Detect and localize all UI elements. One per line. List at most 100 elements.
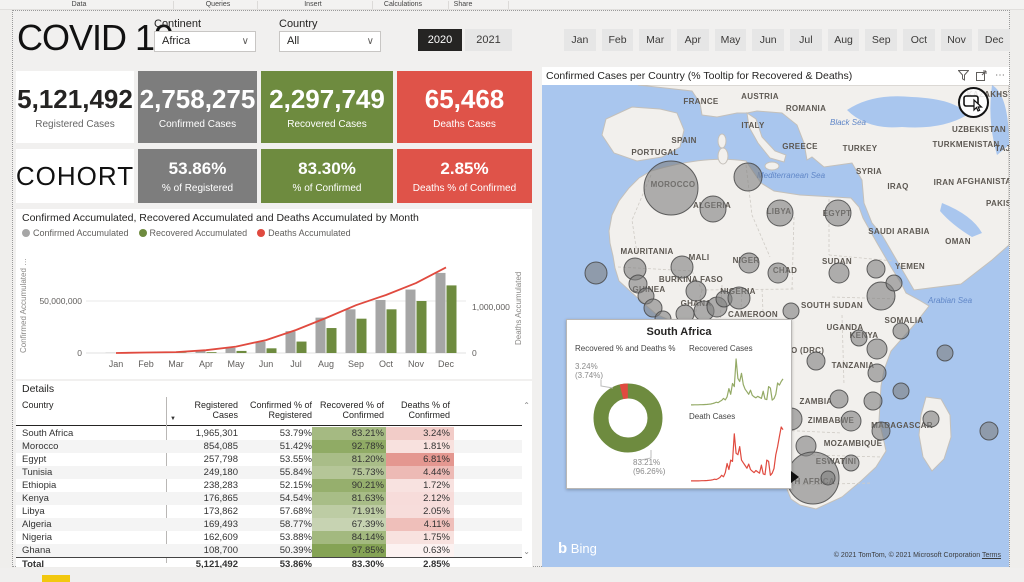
- scroll-down-icon[interactable]: ⌄: [523, 547, 530, 556]
- country-bubble[interactable]: [782, 302, 800, 320]
- table-row[interactable]: South Africa 1,965,301 53.79% 83.21% 3.24%: [16, 427, 522, 440]
- country-bubble[interactable]: [979, 421, 999, 441]
- kpi-card-recovered-cases[interactable]: 2,297,749 Recovered Cases: [261, 71, 393, 143]
- continent-value: Africa: [162, 35, 191, 47]
- country-bubble[interactable]: [699, 195, 727, 223]
- country-bubble[interactable]: [733, 162, 763, 192]
- country-bubble[interactable]: [866, 259, 886, 279]
- month-button-may[interactable]: May: [714, 29, 747, 51]
- country-bubble[interactable]: [829, 389, 849, 409]
- column-header-recovered-of-confirmed[interactable]: Recovered % of Confirmed: [319, 400, 384, 420]
- country-bubble[interactable]: [850, 329, 868, 347]
- ribbon-tab-share[interactable]: Share: [453, 1, 473, 8]
- kpi-card-confirmed-cases[interactable]: 2,758,275 Confirmed Cases: [138, 71, 257, 143]
- country-bubble[interactable]: [866, 338, 888, 360]
- column-header-registered-cases[interactable]: Registered Cases: [194, 400, 238, 420]
- legend-item[interactable]: Deaths Accumulated: [257, 228, 351, 238]
- table-row[interactable]: Kenya 176,865 54.54% 81.63% 2.12%: [16, 492, 522, 505]
- combo-chart[interactable]: Jan Feb Mar Apr May Jun Jul Aug Sep Oct Nov Dec 50,0…: [16, 241, 532, 379]
- table-total-row[interactable]: Total 5,121,492 53.86% 83.30% 2.85%: [16, 557, 522, 570]
- kpi-card--of-registered[interactable]: 53.86% % of Registered: [138, 149, 257, 203]
- svg-text:Confirmed Accumulated …: Confirmed Accumulated …: [19, 258, 28, 353]
- month-button-jul[interactable]: Jul: [790, 29, 822, 51]
- country-bubble[interactable]: [824, 199, 852, 227]
- month-button-sep[interactable]: Sep: [865, 29, 898, 51]
- ribbon-tab-data[interactable]: Data: [71, 1, 87, 8]
- table-row[interactable]: Morocco 854,085 51.42% 92.78% 1.81%: [16, 440, 522, 453]
- map-tooltip-south-africa: South Africa Recovered % and Deaths % Re…: [566, 319, 799, 489]
- year-button-2020[interactable]: 2020: [418, 29, 462, 51]
- country-bubble[interactable]: [936, 344, 954, 362]
- month-button-jan[interactable]: Jan: [564, 29, 596, 51]
- country-bubble[interactable]: [738, 252, 760, 274]
- country-bubble[interactable]: [670, 255, 694, 279]
- month-button-dec[interactable]: Dec: [978, 29, 1011, 51]
- ribbon-tab-calculations[interactable]: Calculations: [383, 1, 423, 8]
- terms-link[interactable]: Terms: [981, 552, 1001, 559]
- svg-text:CONGO (DRC): CONGO (DRC): [766, 346, 824, 355]
- continent-dropdown[interactable]: Africa ∨: [154, 31, 256, 52]
- country-bubble[interactable]: [685, 280, 707, 302]
- month-button-aug[interactable]: Aug: [827, 29, 860, 51]
- country-bubble[interactable]: [892, 382, 910, 400]
- country-bubble[interactable]: [840, 410, 862, 432]
- year-button-2021[interactable]: 2021: [465, 29, 512, 51]
- sort-descending-icon[interactable]: ▼: [170, 416, 176, 422]
- month-button-jun[interactable]: Jun: [752, 29, 785, 51]
- column-header-country[interactable]: Country: [22, 400, 54, 410]
- month-button-feb[interactable]: Feb: [601, 29, 634, 51]
- kpi-card--of-confirmed[interactable]: 83.30% % of Confirmed: [261, 149, 393, 203]
- kpi-card-deaths-of-confirmed[interactable]: 2.85% Deaths % of Confirmed: [397, 149, 532, 203]
- svg-text:PORTUGAL: PORTUGAL: [631, 148, 678, 157]
- kpi-card-deaths-cases[interactable]: 65,468 Deaths Cases: [397, 71, 532, 143]
- country-bubble[interactable]: [892, 322, 910, 340]
- focus-mode-icon[interactable]: [976, 70, 987, 81]
- month-button-apr[interactable]: Apr: [677, 29, 709, 51]
- country-bubble[interactable]: [727, 286, 751, 310]
- table-row[interactable]: Algeria 169,493 58.77% 67.39% 4.11%: [16, 518, 522, 531]
- month-button-oct[interactable]: Oct: [903, 29, 935, 51]
- scroll-up-icon[interactable]: ⌃: [523, 401, 530, 410]
- country-bubble[interactable]: [922, 410, 940, 428]
- country-bubble[interactable]: [871, 421, 891, 441]
- country-bubble[interactable]: [806, 351, 826, 371]
- kpi-value: COHORT: [15, 160, 135, 191]
- ribbon-tab-insert[interactable]: Insert: [304, 1, 322, 8]
- table-row[interactable]: Egypt 257,798 53.55% 81.20% 6.81%: [16, 453, 522, 466]
- table-row[interactable]: Ethiopia 238,283 52.15% 90.21% 1.72%: [16, 479, 522, 492]
- country-bubble[interactable]: [863, 391, 883, 411]
- month-button-nov[interactable]: Nov: [940, 29, 973, 51]
- table-row[interactable]: Libya 173,862 57.68% 71.91% 2.05%: [16, 505, 522, 518]
- ribbon-tab-queries[interactable]: Queries: [205, 1, 231, 8]
- cell: 238,283: [203, 480, 238, 491]
- svg-text:Oct: Oct: [379, 359, 394, 369]
- table-row[interactable]: Tunisia 249,180 55.84% 75.73% 4.44%: [16, 466, 522, 479]
- country-bubble[interactable]: [584, 261, 608, 285]
- column-header-confirmed-of-registered[interactable]: Confirmed % of Registered: [249, 400, 312, 420]
- country-bubble[interactable]: [643, 298, 663, 318]
- month-slicer: Jan Feb Mar Apr May Jun Jul Aug Sep Oct Nov Dec: [564, 29, 1011, 51]
- country-bubble[interactable]: [767, 262, 789, 284]
- svg-text:MADAGASCAR: MADAGASCAR: [871, 421, 933, 430]
- country-bubble[interactable]: [828, 262, 850, 284]
- country-dropdown[interactable]: All ∨: [279, 31, 381, 52]
- country-bubble[interactable]: [885, 274, 903, 292]
- country-bubble[interactable]: [867, 363, 887, 383]
- kpi-card-registered-cases[interactable]: 5,121,492 Registered Cases: [16, 71, 134, 143]
- country-bubble[interactable]: [643, 160, 699, 216]
- more-options-icon[interactable]: ⋯: [995, 70, 1005, 81]
- column-header-deaths-of-confirmed[interactable]: Deaths % of Confirmed: [400, 400, 450, 420]
- country-bubble[interactable]: [820, 470, 836, 486]
- table-header-row[interactable]: Country Registered Cases Confirmed % of Re…: [16, 397, 522, 426]
- month-button-mar[interactable]: Mar: [639, 29, 672, 51]
- legend-item[interactable]: Recovered Accumulated: [138, 228, 247, 238]
- country-bubble[interactable]: [766, 199, 794, 227]
- legend-item[interactable]: Confirmed Accumulated: [22, 228, 129, 238]
- kpi-card-cohort[interactable]: COHORT: [16, 149, 134, 203]
- table-row[interactable]: Nigeria 162,609 53.88% 84.14% 1.75%: [16, 531, 522, 544]
- filter-icon[interactable]: [958, 70, 969, 81]
- table-row[interactable]: Ghana 108,700 50.39% 97.85% 0.63%: [16, 544, 522, 557]
- country-bubble[interactable]: [842, 454, 860, 472]
- svg-text:AUSTRIA: AUSTRIA: [741, 92, 779, 101]
- map-body[interactable]: Black Sea Mediterranean Sea Arabian Sea FRA…: [542, 85, 1009, 567]
